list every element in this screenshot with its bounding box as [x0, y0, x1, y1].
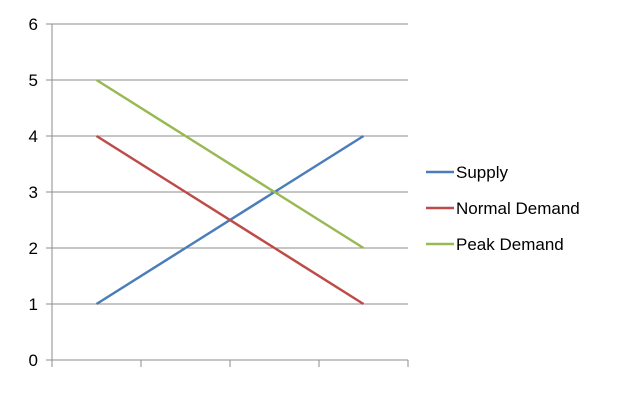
- series-line-peak-demand: [95, 78, 365, 250]
- y-tick-label: 1: [29, 295, 38, 314]
- series-lines: [95, 78, 365, 306]
- y-tick-label: 2: [29, 239, 38, 258]
- legend-label: Normal Demand: [456, 199, 580, 218]
- y-tick-label: 0: [29, 351, 38, 370]
- series-line-normal-demand: [95, 134, 365, 306]
- legend: Supply Normal Demand Peak Demand: [426, 163, 580, 254]
- legend-label: Peak Demand: [456, 235, 564, 254]
- legend-item-supply: Supply: [426, 163, 508, 182]
- y-tick-label: 3: [29, 183, 38, 202]
- y-tick-label: 4: [29, 127, 38, 146]
- x-axis-ticks: [51, 360, 409, 367]
- gridlines: [52, 23, 408, 305]
- y-axis-tick-labels: 0 1 2 3 4 5 6: [29, 15, 52, 370]
- legend-item-peak-demand: Peak Demand: [426, 235, 564, 254]
- y-tick-label: 5: [29, 71, 38, 90]
- y-tick-label: 6: [29, 15, 38, 34]
- legend-item-normal-demand: Normal Demand: [426, 199, 580, 218]
- legend-label: Supply: [456, 163, 508, 182]
